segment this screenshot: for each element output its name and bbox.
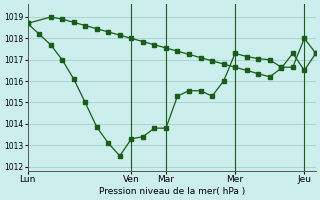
X-axis label: Pression niveau de la mer( hPa ): Pression niveau de la mer( hPa ): [99, 187, 245, 196]
